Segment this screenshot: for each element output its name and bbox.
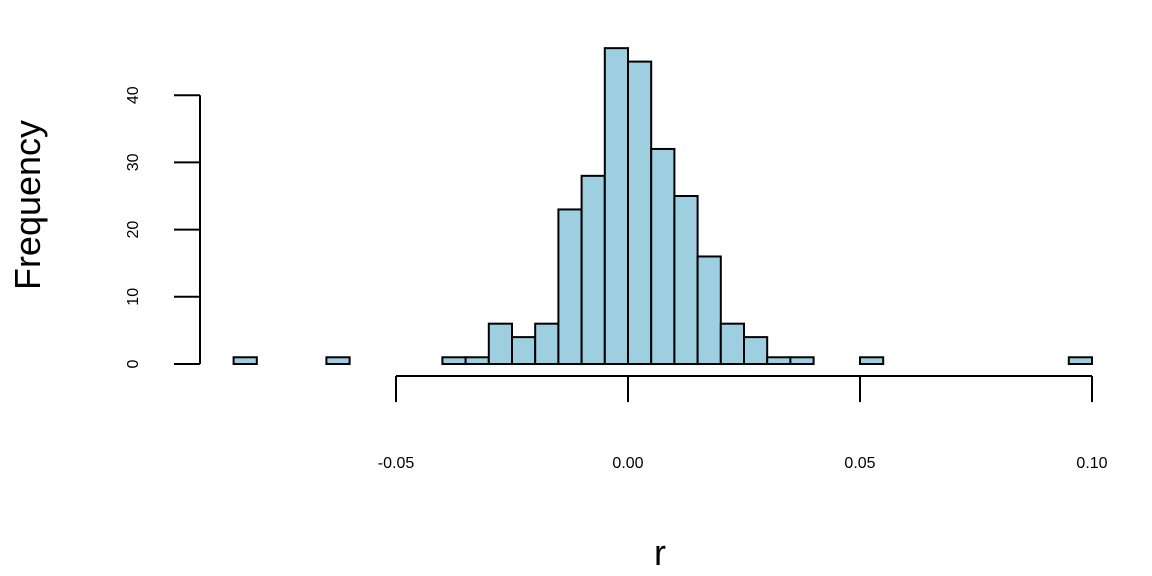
x-tick-label-2: 0.05: [844, 455, 875, 472]
y-tick-label-4: 40: [125, 86, 142, 104]
histogram-bar-20: [696, 255, 722, 366]
histogram-bar-17: [627, 60, 653, 365]
bars-layer: [232, 47, 1094, 366]
y-tick-label-2: 20: [125, 221, 142, 239]
histogram-bar-22: [743, 336, 769, 365]
histogram-bar-4: [325, 356, 351, 365]
histogram-bar-23: [766, 356, 792, 365]
y-axis-title: Frequency: [7, 120, 48, 290]
histogram-bar-14: [557, 208, 583, 365]
histogram-bar-27: [859, 356, 885, 365]
histogram-bar-21: [719, 322, 745, 365]
y-axis: 0 10 20 30 40: [125, 86, 201, 368]
histogram-bar-19: [673, 195, 699, 365]
histogram-bar-0: [232, 356, 258, 365]
histogram-bar-10: [464, 356, 490, 365]
x-tick-label-1: 0.00: [612, 455, 643, 472]
x-tick-label-0: -0.05: [378, 455, 415, 472]
x-axis-title: r: [654, 532, 666, 573]
histogram-bar-36: [1067, 356, 1094, 365]
y-tick-label-1: 10: [125, 288, 142, 306]
histogram-bar-13: [534, 322, 560, 365]
y-tick-label-3: 30: [125, 153, 142, 171]
histogram-bar-16: [603, 47, 629, 365]
x-axis: -0.05 0.00 0.05 0.10: [378, 375, 1108, 472]
histogram-bar-9: [441, 356, 467, 365]
histogram-bar-11: [487, 322, 513, 365]
histogram-bar-24: [789, 356, 815, 365]
histogram-bar-12: [511, 336, 537, 365]
histogram-bar-18: [650, 147, 676, 365]
histogram-bar-15: [580, 174, 606, 365]
y-tick-label-0: 0: [125, 359, 142, 368]
x-tick-label-3: 0.10: [1076, 455, 1107, 472]
